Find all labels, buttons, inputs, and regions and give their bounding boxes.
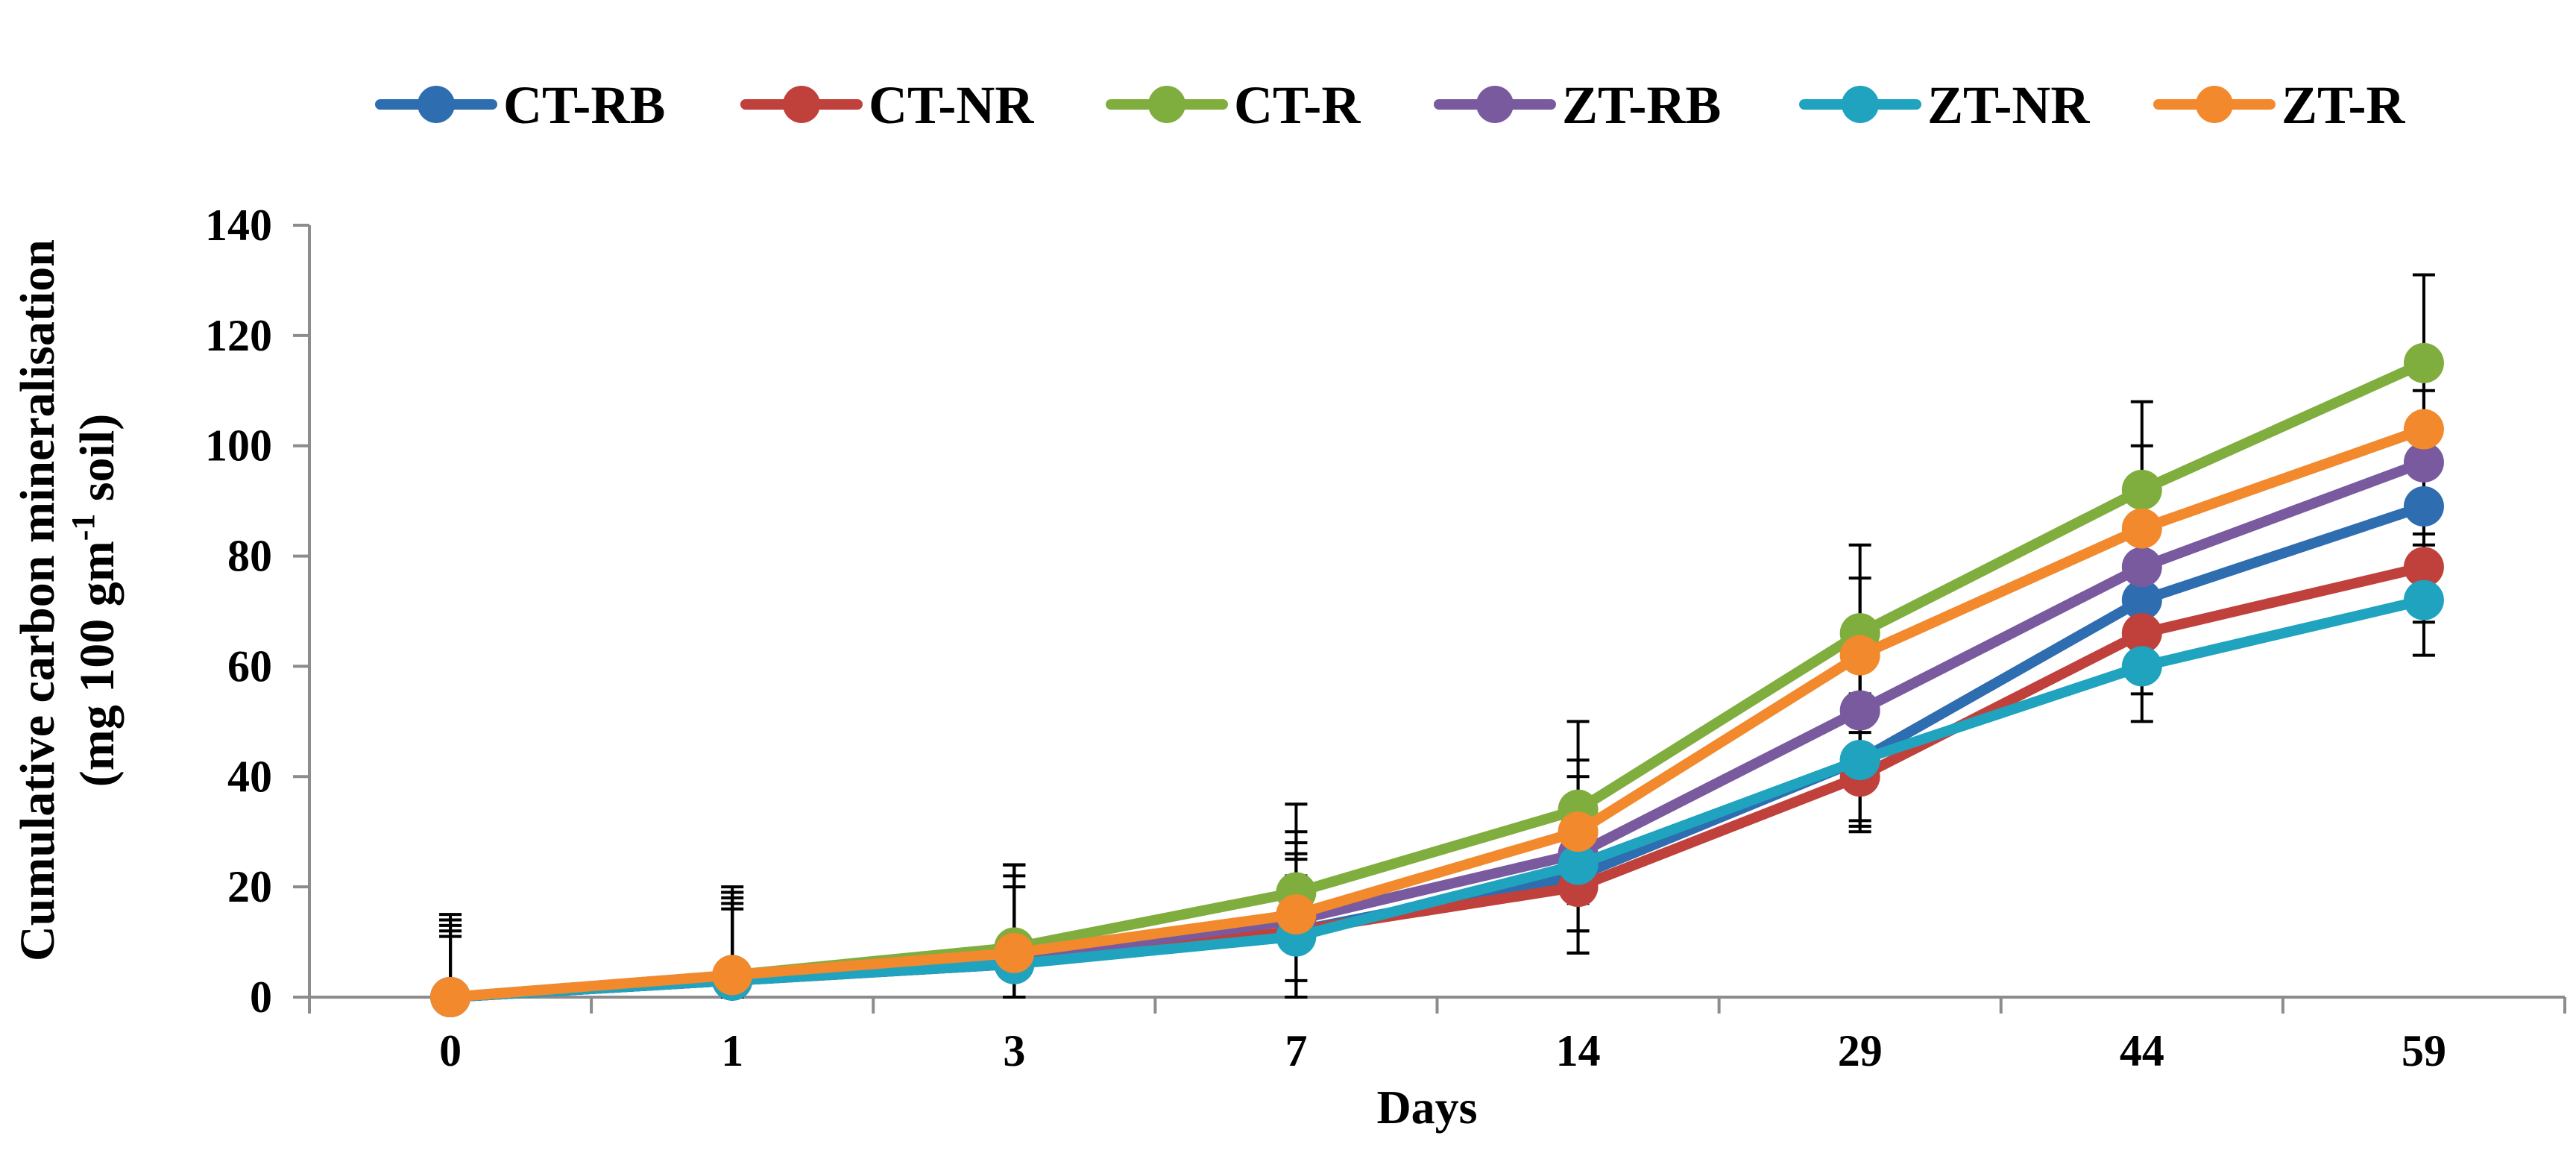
legend-item-zt-rb: ZT-RB (1434, 75, 1721, 135)
data-point-zt-nr (1558, 844, 1599, 885)
x-tick-label: 7 (1285, 1026, 1307, 1075)
data-point-ct-nr (2121, 613, 2162, 654)
y-tick-label: 0 (250, 973, 272, 1022)
series-line-zt-nr (445, 594, 2429, 1002)
legend-label: ZT-RB (1562, 75, 1721, 135)
series-zt-r (430, 409, 2444, 1017)
legend-swatch-marker (2196, 86, 2233, 123)
data-point-zt-r (712, 955, 753, 996)
legend-label: CT-NR (869, 75, 1034, 135)
legend-item-ct-r: CT-R (1106, 75, 1361, 135)
x-axis-title: Days (1376, 1081, 1477, 1134)
x-tick-label: 44 (2120, 1026, 2164, 1075)
data-point-ct-r (2121, 469, 2162, 510)
data-point-zt-r (994, 932, 1035, 973)
data-point-zt-r (430, 977, 471, 1017)
data-point-zt-nr (2403, 579, 2444, 621)
data-point-zt-rb (2403, 442, 2444, 483)
y-axis-title: Cumulative carbon mineralisation (mg 100… (10, 239, 125, 961)
legend-swatch-marker (1476, 86, 1514, 123)
data-point-ct-r (2403, 342, 2444, 383)
series-line-zt-r (445, 424, 2429, 1002)
legend-label: ZT-NR (1927, 75, 2090, 135)
data-point-ct-nr (2403, 547, 2444, 588)
data-point-zt-r (2121, 508, 2162, 549)
data-point-zt-r (1276, 894, 1317, 935)
data-point-ct-rb (2121, 579, 2162, 621)
legend-swatch-marker (1148, 86, 1185, 123)
y-axis-title-line1: Cumulative carbon mineralisation (10, 239, 65, 961)
legend-item-zt-nr: ZT-NR (1799, 75, 2090, 135)
data-point-zt-r (1839, 635, 1880, 676)
legend-item-ct-nr: CT-NR (740, 75, 1034, 135)
legend-item-zt-r: ZT-R (2153, 75, 2405, 135)
data-point-zt-rb (2121, 547, 2162, 588)
data-point-zt-nr (1839, 740, 1880, 781)
data-point-zt-rb (1839, 690, 1880, 731)
legend-item-ct-rb: CT-RB (375, 75, 665, 135)
y-tick-label: 120 (205, 311, 272, 360)
data-point-zt-nr (2121, 646, 2162, 687)
legend-label: ZT-R (2281, 75, 2405, 135)
y-tick-label: 140 (205, 201, 272, 250)
x-tick-label: 3 (1003, 1026, 1025, 1075)
x-tick-label: 1 (721, 1026, 743, 1075)
data-point-ct-rb (2403, 486, 2444, 527)
y-tick-label: 80 (227, 532, 272, 581)
legend-label: CT-R (1234, 75, 1361, 135)
x-tick-label: 59 (2402, 1026, 2446, 1075)
x-tick-label: 0 (439, 1026, 462, 1075)
data-point-zt-r (1558, 811, 1599, 852)
y-tick-label: 100 (205, 421, 272, 471)
y-axis-title-line2: (mg 100 gm-1 soil) (65, 414, 125, 787)
legend: CT-RB CT-NR CT-R ZT-RB ZT-NR ZT-R (375, 75, 2405, 135)
legend-swatch-marker (783, 86, 820, 123)
legend-swatch-marker (1842, 86, 1879, 123)
y-tick-label: 60 (227, 641, 272, 691)
data-point-zt-r (2403, 409, 2444, 450)
x-tick-label: 29 (1838, 1026, 1883, 1075)
x-tick-label: 14 (1556, 1026, 1601, 1075)
y-tick-label: 20 (227, 862, 272, 911)
legend-label: CT-RB (503, 75, 665, 135)
series-lines (430, 342, 2444, 1017)
axes: 0 20 40 60 80 100 120 140 0 1 3 7 14 29 44 59 (205, 201, 2566, 1075)
legend-swatch-marker (418, 86, 455, 123)
y-tick-label: 40 (227, 752, 272, 801)
